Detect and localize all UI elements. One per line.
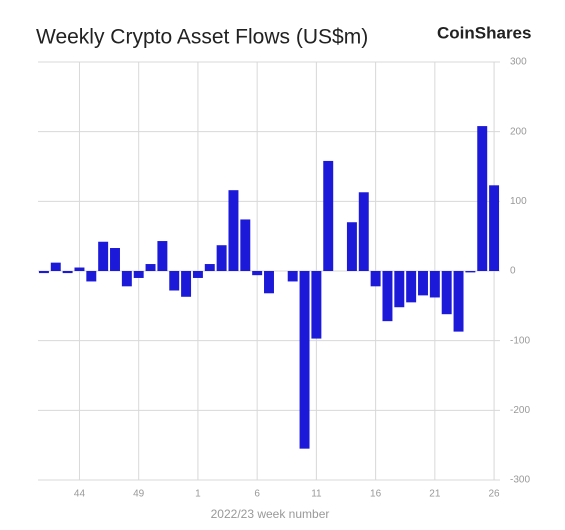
- bar: [98, 241, 109, 271]
- bar: [370, 271, 381, 287]
- bar: [192, 271, 203, 278]
- x-tick-label: 11: [311, 489, 322, 500]
- bar: [38, 271, 49, 274]
- bar: [346, 222, 357, 271]
- bar: [465, 271, 476, 273]
- x-axis-label: 2022/23 week number: [211, 507, 330, 521]
- brand-logo: CoinShares: [437, 23, 531, 42]
- bar: [489, 185, 500, 271]
- bar: [394, 271, 405, 308]
- x-tick-label: 26: [489, 489, 501, 500]
- x-tick-label: 16: [370, 489, 382, 500]
- bar: [358, 192, 369, 271]
- bar: [323, 160, 334, 271]
- bar: [311, 271, 322, 339]
- bar: [287, 271, 298, 282]
- y-tick-label: -300: [510, 475, 530, 486]
- bar: [133, 271, 144, 278]
- bar: [382, 271, 393, 322]
- y-tick-label: 100: [510, 196, 527, 207]
- bar: [169, 271, 180, 291]
- bar: [121, 271, 132, 287]
- y-tick-label: -100: [510, 335, 530, 346]
- bar: [157, 241, 168, 271]
- bar: [74, 267, 85, 271]
- y-tick-label: -200: [510, 405, 530, 416]
- y-tick-label: 300: [510, 57, 527, 68]
- y-tick-label: 0: [510, 266, 516, 277]
- x-tick-label: 49: [133, 489, 145, 500]
- bar: [240, 219, 251, 271]
- bar: [86, 271, 97, 282]
- bar: [110, 248, 120, 271]
- x-tick-label: 1: [195, 489, 201, 500]
- bar: [406, 271, 417, 303]
- bar: [228, 190, 239, 271]
- y-tick-label: 200: [510, 126, 527, 137]
- bar: [429, 271, 440, 298]
- bar: [252, 271, 263, 276]
- bar: [145, 264, 156, 271]
- chart-title: Weekly Crypto Asset Flows (US$m): [36, 26, 368, 49]
- bar: [418, 271, 428, 296]
- x-tick-label: 21: [429, 489, 441, 500]
- bar: [477, 126, 488, 272]
- x-tick-label: 6: [254, 489, 260, 500]
- bar: [299, 271, 310, 449]
- bar: [216, 245, 227, 271]
- bar: [441, 271, 452, 315]
- bar: [204, 264, 215, 271]
- bar: [62, 271, 73, 274]
- bar: [50, 262, 61, 271]
- x-tick-label: 44: [74, 489, 86, 500]
- bar: [264, 271, 274, 294]
- bar: [453, 271, 464, 332]
- bar: [181, 271, 192, 297]
